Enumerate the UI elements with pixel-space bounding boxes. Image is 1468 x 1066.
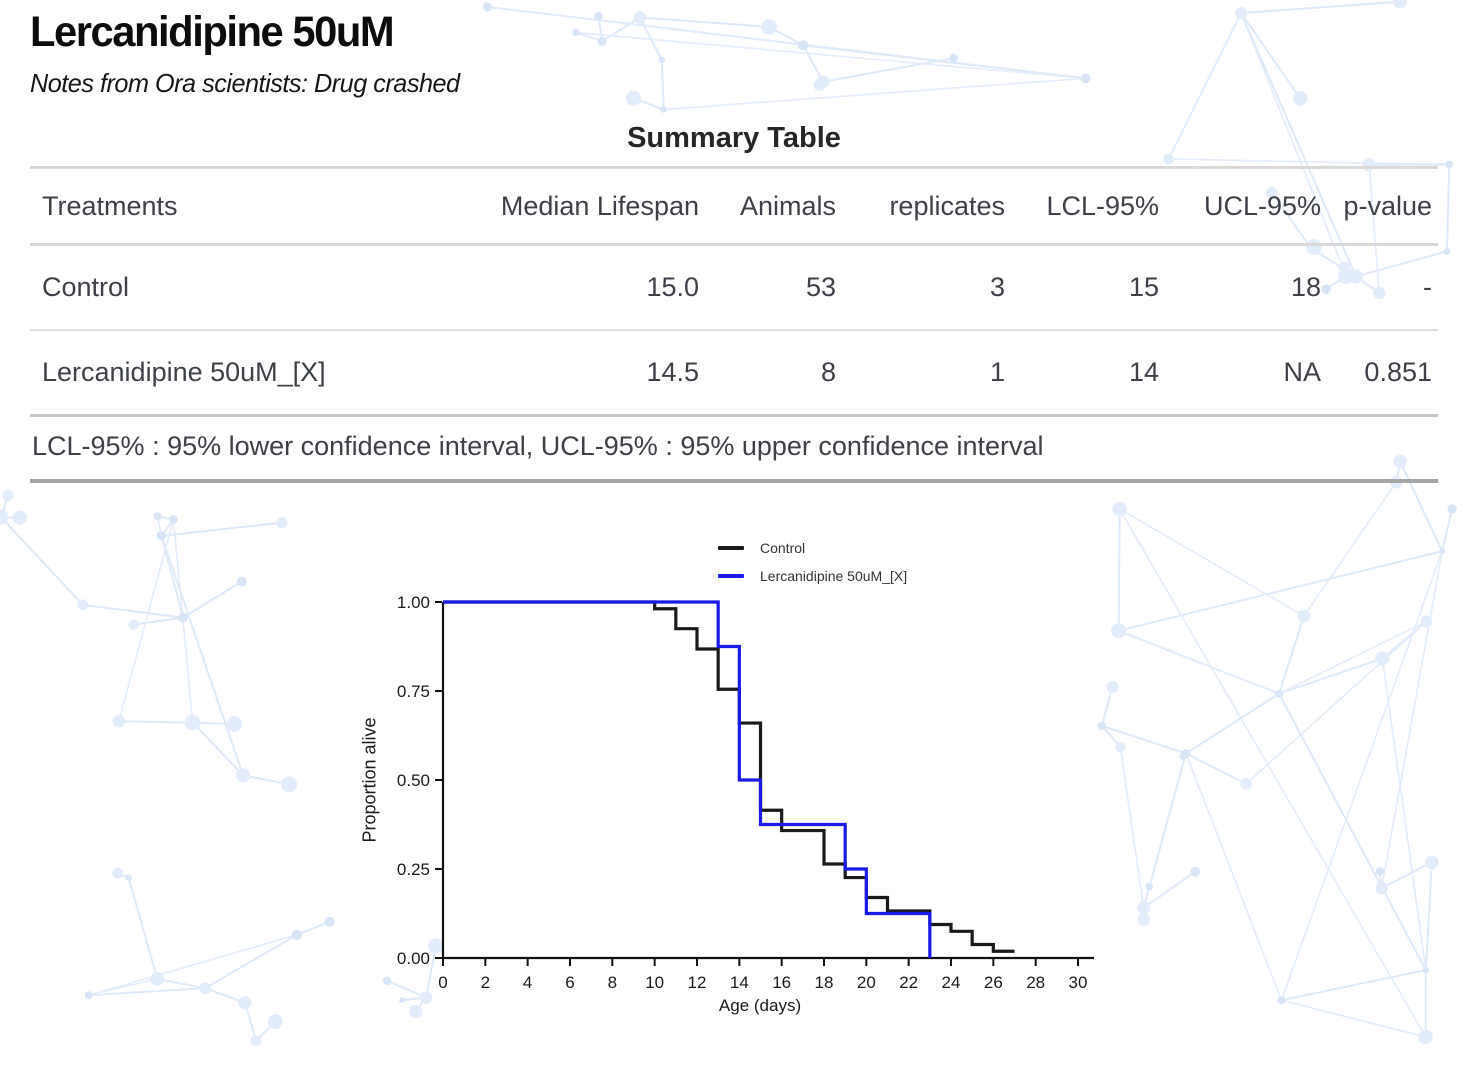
x-axis-title: Age (days) [718, 996, 802, 1015]
column-header-lcl95: LCL-95% [1046, 191, 1159, 221]
svg-text:0.25: 0.25 [397, 860, 430, 879]
svg-text:18: 18 [815, 973, 834, 992]
scientist-notes: Notes from Ora scientists: Drug crashed [30, 68, 460, 98]
table-row-control: Control 15.0 53 3 15 18 - [30, 245, 1438, 330]
cell-median-lifespan: 14.5 [646, 357, 699, 387]
svg-text:8: 8 [608, 973, 617, 992]
chart-legend: Control Lercanidipine 50uM_[X] [718, 534, 907, 590]
y-axis-title: Proportion alive [359, 717, 380, 843]
cell-pvalue: - [1423, 272, 1432, 302]
cell-pvalue: 0.851 [1364, 357, 1432, 387]
summary-table: Treatments Median Lifespan Animals repli… [30, 166, 1438, 417]
svg-text:24: 24 [942, 973, 961, 992]
table-footnote: LCL-95% : 95% lower confidence interval,… [30, 417, 1438, 483]
legend-label: Lercanidipine 50uM_[X] [760, 568, 908, 584]
legend-label: Control [760, 540, 806, 556]
svg-text:1.00: 1.00 [397, 593, 430, 612]
legend-item-lercanidipine: Lercanidipine 50uM_[X] [718, 562, 907, 590]
column-header-replicates: replicates [889, 191, 1005, 221]
svg-text:22: 22 [899, 973, 918, 992]
cell-animals: 8 [820, 357, 836, 387]
svg-text:30: 30 [1069, 973, 1088, 992]
cell-replicates: 3 [989, 272, 1005, 302]
column-header-pvalue: p-value [1343, 191, 1432, 221]
svg-text:28: 28 [1026, 973, 1045, 992]
svg-text:12: 12 [688, 973, 707, 992]
column-header-median-lifespan: Median Lifespan [500, 191, 699, 221]
table-header-row: Treatments Median Lifespan Animals repli… [30, 168, 1438, 245]
summary-table-title: Summary Table [627, 122, 841, 154]
survival-chart: Control Lercanidipine 50uM_[X] 0 2 4 6 8 10 12… [358, 528, 1103, 1043]
cell-lcl95: 14 [1128, 357, 1159, 387]
page-title: Lercanidipine 50uM [30, 8, 395, 56]
svg-text:20: 20 [857, 973, 876, 992]
svg-text:0.50: 0.50 [397, 771, 430, 790]
svg-text:2: 2 [481, 973, 490, 992]
legend-item-control: Control [718, 534, 907, 562]
summary-table-section: Summary Table Treatments Median Lifespan… [30, 122, 1438, 483]
svg-text:0.75: 0.75 [397, 682, 430, 701]
cell-treatment: Lercanidipine 50uM_[X] [42, 357, 326, 387]
drug-line-swatch [718, 574, 744, 578]
svg-text:14: 14 [730, 973, 749, 992]
column-header-animals: Animals [739, 191, 836, 221]
cell-lcl95: 15 [1128, 272, 1159, 302]
svg-text:26: 26 [984, 973, 1003, 992]
control-line-swatch [718, 546, 744, 550]
cell-ucl95: NA [1283, 357, 1321, 387]
cell-treatment: Control [42, 272, 130, 302]
cell-replicates: 1 [989, 357, 1005, 387]
svg-text:6: 6 [565, 973, 574, 992]
kaplan-meier-plot: 0 2 4 6 8 10 12 14 16 18 20 22 24 26 28 300.000.250.500… [397, 593, 1094, 992]
table-row-lercanidipine: Lercanidipine 50uM_[X] 14.5 8 1 14 NA 0.… [30, 330, 1438, 416]
svg-text:0.00: 0.00 [397, 949, 430, 968]
column-header-ucl95: UCL-95% [1203, 191, 1321, 221]
cell-ucl95: 18 [1290, 272, 1321, 302]
cell-median-lifespan: 15.0 [646, 272, 699, 302]
svg-text:10: 10 [645, 973, 664, 992]
svg-text:16: 16 [772, 973, 791, 992]
cell-animals: 53 [805, 272, 836, 302]
svg-text:0: 0 [438, 973, 447, 992]
svg-text:4: 4 [523, 973, 532, 992]
column-header-treatments: Treatments [42, 191, 178, 221]
